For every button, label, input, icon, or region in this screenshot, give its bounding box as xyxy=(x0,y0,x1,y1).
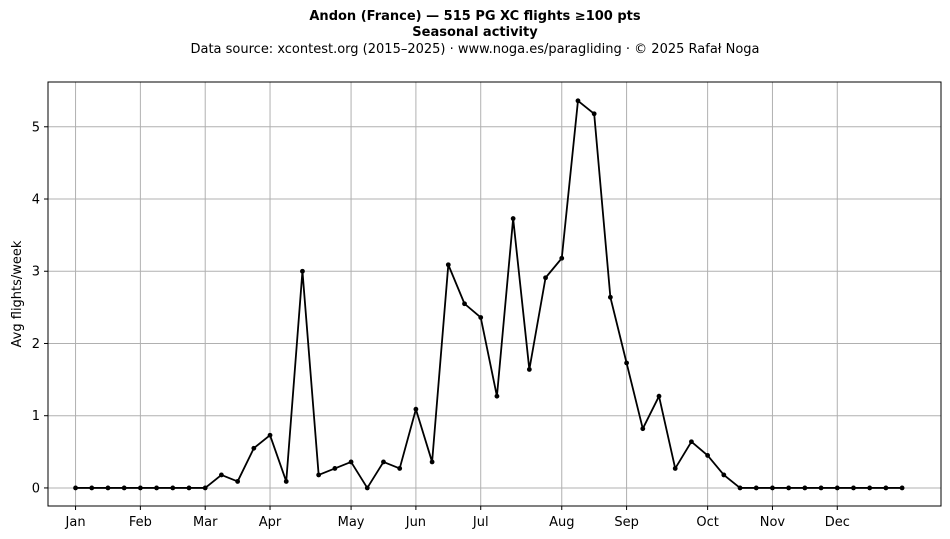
data-point xyxy=(770,485,775,491)
data-point xyxy=(640,426,646,432)
data-point xyxy=(899,485,905,491)
data-point xyxy=(348,459,354,465)
data-point xyxy=(105,485,111,491)
x-tick-label: Jun xyxy=(405,515,426,530)
x-tick-label: Nov xyxy=(760,515,786,530)
data-point xyxy=(818,485,824,491)
data-point xyxy=(721,472,727,478)
data-point xyxy=(559,255,565,261)
data-point xyxy=(121,485,127,491)
data-point xyxy=(462,301,467,307)
data-point xyxy=(154,485,159,491)
data-point xyxy=(170,485,176,491)
data-point xyxy=(591,111,597,117)
grid-lines xyxy=(48,82,941,506)
data-point xyxy=(235,479,241,484)
x-tick-label: Mar xyxy=(193,515,218,530)
data-point xyxy=(575,98,581,104)
x-tick-label: Dec xyxy=(825,515,850,530)
data-point xyxy=(689,439,694,445)
data-point xyxy=(332,466,338,471)
data-point xyxy=(802,485,808,491)
chart-title: Andon (France) — 515 PG XC flights ≥100 … xyxy=(309,9,641,24)
x-tick-label: Sep xyxy=(614,515,639,530)
data-point xyxy=(737,485,743,491)
x-axis: Jan Feb Mar Apr May Jun Jul Aug Sep Oct Nov Dec xyxy=(65,506,850,530)
data-point xyxy=(834,485,840,491)
data-point xyxy=(753,485,759,491)
data-point xyxy=(867,485,873,491)
data-point xyxy=(786,485,792,491)
data-point xyxy=(300,268,305,274)
data-point xyxy=(705,453,711,458)
data-point xyxy=(73,485,78,491)
plot-frame xyxy=(47,81,942,507)
data-point xyxy=(381,459,386,465)
data-point xyxy=(251,445,257,451)
data-point xyxy=(883,485,889,491)
data-point xyxy=(510,216,516,221)
y-tick-label: 4 xyxy=(32,193,40,208)
y-axis-label: Avg flights/week xyxy=(10,240,25,347)
series-layer xyxy=(73,98,905,491)
y-tick-label: 3 xyxy=(32,265,40,280)
data-point xyxy=(397,466,403,471)
data-point xyxy=(316,472,322,478)
x-tick-label: Jul xyxy=(472,515,489,530)
data-point xyxy=(624,360,629,366)
chart-subtitle: Seasonal activity xyxy=(412,25,538,40)
y-tick-label: 0 xyxy=(32,481,40,496)
data-point xyxy=(851,485,856,491)
y-tick-label: 5 xyxy=(32,120,40,135)
chart-titles: Andon (France) — 515 PG XC flights ≥100 … xyxy=(0,0,950,59)
data-point xyxy=(656,393,662,399)
y-axis: 0 1 2 3 4 5 xyxy=(32,120,48,496)
data-point xyxy=(283,479,289,484)
data-point xyxy=(607,294,613,300)
data-source-note: Data source: xcontest.org (2015–2025) · … xyxy=(190,42,760,57)
x-tick-label: May xyxy=(338,515,365,530)
x-tick-label: Aug xyxy=(549,515,574,530)
data-point xyxy=(364,485,370,491)
data-point xyxy=(89,485,95,491)
y-tick-label: 2 xyxy=(32,337,40,352)
data-point xyxy=(526,367,532,372)
series-line xyxy=(75,99,903,489)
data-point xyxy=(186,485,192,491)
data-point xyxy=(478,315,484,320)
data-point xyxy=(267,432,273,438)
x-tick-label: Jan xyxy=(65,515,86,530)
data-point xyxy=(494,393,500,399)
data-point xyxy=(543,275,548,281)
data-point xyxy=(202,485,208,491)
data-point xyxy=(219,472,224,478)
data-point xyxy=(445,262,451,268)
data-point xyxy=(429,459,435,465)
x-tick-label: Apr xyxy=(259,515,282,530)
x-tick-label: Oct xyxy=(696,515,718,530)
data-point xyxy=(413,406,419,412)
data-point xyxy=(137,485,143,491)
y-tick-label: 1 xyxy=(32,409,40,424)
data-point xyxy=(672,466,678,471)
x-tick-label: Feb xyxy=(129,515,152,530)
